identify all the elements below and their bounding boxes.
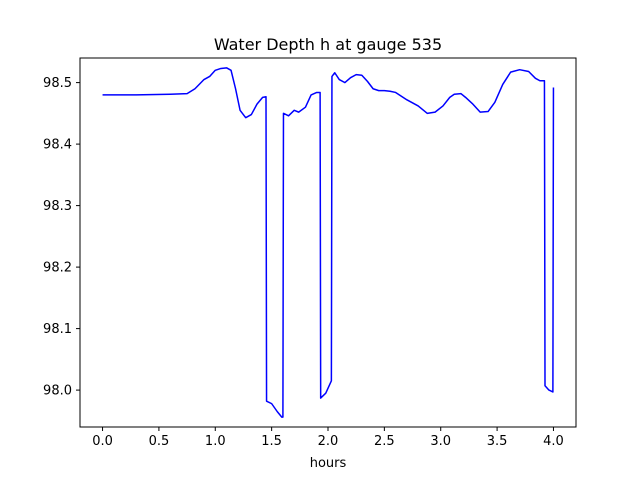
x-tick-label: 1.0	[205, 434, 226, 449]
x-tick-label: 2.0	[318, 434, 339, 449]
y-tick-label: 98.4	[43, 138, 72, 153]
x-tick-label: 0.5	[149, 434, 170, 449]
x-tick-label: 3.5	[487, 434, 508, 449]
y-tick-label: 98.0	[43, 384, 72, 399]
x-axis-label: hours	[310, 456, 347, 471]
x-tick-label: 4.0	[543, 434, 564, 449]
chart-title: Water Depth h at gauge 535	[214, 35, 442, 54]
x-tick-label: 3.0	[430, 434, 451, 449]
y-tick-label: 98.5	[43, 76, 72, 91]
series-line-0	[102, 67, 555, 418]
y-tick-label: 98.2	[43, 261, 72, 276]
x-tick-label: 1.5	[261, 434, 282, 449]
y-tick-label: 98.1	[43, 322, 72, 337]
x-tick-label: 2.5	[374, 434, 395, 449]
y-axis: 98.0 98.1 98.2 98.3 98.4 98.5	[43, 76, 80, 399]
x-axis: 0.0 0.5 1.0 1.5 2.0 2.5 3.0 3.5 4.0	[92, 427, 564, 449]
x-tick-label: 0.0	[92, 434, 113, 449]
y-tick-label: 98.3	[43, 199, 72, 214]
